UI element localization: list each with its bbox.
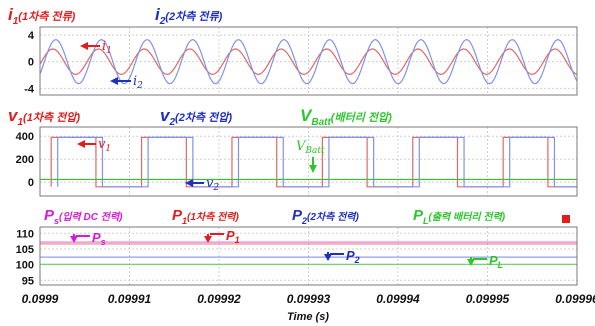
y-tick-label: 95 [22, 275, 34, 287]
svg-text:i2: i2 [133, 74, 143, 91]
x-tick-label: 0.09995 [466, 292, 510, 306]
svg-text:Ps: Ps [92, 230, 106, 247]
annotation-i2: i2 [110, 74, 143, 91]
current-series [39, 39, 578, 85]
current-gridlines [39, 27, 578, 95]
voltage-title-v1: v1(1차측 전압) [8, 106, 80, 128]
y-tick-label: 0 [28, 177, 34, 189]
annotation-v2: v2 [185, 176, 219, 193]
current-title-i2: i2(2차측 전류) [155, 5, 223, 27]
svg-text:PL: PL [489, 253, 503, 270]
svg-text:P1: P1 [226, 228, 240, 245]
series-v2 [57, 136, 577, 188]
y-tick-label: 0 [28, 57, 34, 69]
annotation-v1: v1 [77, 137, 111, 154]
x-tick-label: 0.09993 [287, 292, 331, 306]
power-y-ticks: 110 105 100 95 [16, 228, 34, 287]
svg-text:i1: i1 [102, 39, 112, 56]
y-tick-label: 100 [16, 260, 34, 272]
x-tick-label: 0.0999 [22, 292, 59, 306]
x-tick-label: 0.09992 [197, 292, 241, 306]
series-i2 [39, 39, 578, 85]
current-title-i1: i1(1차측 전류) [8, 5, 76, 27]
current-plot-frame [39, 26, 578, 96]
power-marker-square [562, 215, 570, 223]
svg-text:P2: P2 [346, 248, 360, 265]
annotation-pl: PL [467, 253, 503, 270]
svg-text:VBatt: VBatt [296, 139, 325, 156]
voltage-series [40, 136, 577, 188]
power-title-ps: Ps(입력 DC 전력) [44, 207, 123, 226]
voltage-plot-frame [39, 126, 578, 197]
voltage-title-v2: v2(2차측 전압) [160, 106, 232, 128]
x-axis-ticks: 0.0999 0.09991 0.09992 0.09993 0.09994 0.0999… [22, 292, 595, 306]
power-title-pl: PL(출력 배터리 전력) [413, 207, 506, 226]
x-axis-label: Time (s) [287, 311, 329, 323]
series-i1 [39, 48, 578, 75]
y-tick-label: 110 [16, 228, 34, 240]
y-tick-label: 4 [28, 30, 35, 42]
power-series [40, 241, 577, 265]
x-tick-label: 0.09994 [376, 292, 420, 306]
annotation-i1: i1 [80, 39, 112, 56]
voltage-gridlines [39, 127, 578, 196]
y-tick-label: 105 [16, 244, 34, 256]
annotation-p2: P2 [324, 248, 360, 265]
annotation-vbatt: VBatt [296, 139, 325, 173]
x-tick-label: 0.09991 [108, 292, 152, 306]
annotation-p1: P1 [204, 228, 240, 245]
y-tick-label: -4 [24, 83, 35, 95]
x-tick-label: 0.09996 [555, 292, 595, 306]
voltage-y-ticks: 400 200 0 [16, 131, 34, 189]
y-tick-label: 200 [16, 154, 34, 166]
power-plot-frame [39, 226, 578, 286]
voltage-title-vbatt: VBatt(배터리 전압) [300, 106, 392, 128]
power-title-p2: P2(2차측 전력) [292, 207, 360, 226]
y-tick-label: 400 [16, 131, 34, 143]
annotation-ps: Ps [70, 230, 106, 247]
power-title-p1: P1(1차측 전력) [172, 207, 240, 226]
svg-text:v1: v1 [98, 137, 111, 154]
current-y-ticks: 4 0 -4 [24, 30, 35, 95]
svg-text:v2: v2 [206, 176, 219, 193]
